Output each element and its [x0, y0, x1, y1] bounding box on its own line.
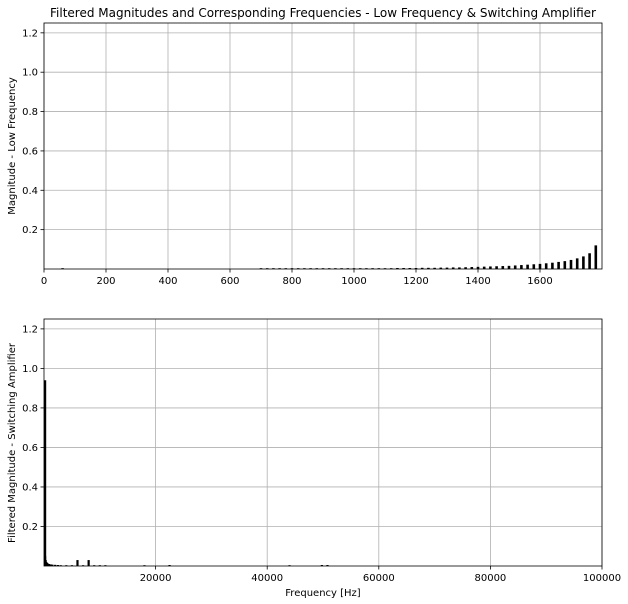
bottom-axes-frame	[43, 318, 603, 567]
bar	[520, 265, 523, 269]
bar	[143, 565, 146, 566]
bar	[458, 267, 461, 269]
bar	[470, 267, 474, 269]
bar	[501, 266, 505, 269]
bar	[427, 267, 430, 269]
bar	[56, 565, 60, 566]
bar	[433, 267, 436, 269]
bar	[54, 564, 57, 566]
top-axes-frame	[43, 22, 603, 270]
x-tick-label: 100000	[583, 573, 621, 584]
bottom-x-axis-label: Frequency [Hz]	[285, 588, 361, 599]
bar	[87, 560, 90, 566]
bar	[414, 268, 418, 269]
bar	[44, 380, 47, 566]
bar	[59, 565, 62, 566]
bar	[582, 256, 585, 269]
bar	[464, 267, 467, 269]
bottom-gridlines	[44, 319, 603, 566]
y-tick-label: 0.6	[22, 146, 38, 157]
bar	[588, 253, 591, 269]
bar	[104, 565, 107, 566]
bar	[532, 264, 536, 269]
bar	[326, 565, 329, 566]
y-tick-label: 0.2	[22, 522, 38, 533]
x-tick-label: 200	[96, 276, 115, 287]
bar	[51, 564, 54, 566]
bar	[396, 268, 399, 269]
chart-title: Filtered Magnitudes and Corresponding Fr…	[50, 6, 596, 20]
bar	[557, 261, 560, 269]
bar	[451, 267, 455, 269]
x-tick-label: 0	[41, 276, 47, 287]
bar	[544, 263, 548, 269]
x-tick-label: 20000	[140, 573, 172, 584]
bar	[495, 266, 498, 269]
bar	[76, 560, 79, 566]
bar	[507, 265, 511, 269]
bar	[49, 564, 52, 566]
top-x-ticks: 0 200 400 600 800 1000 1200 1400 1600	[41, 269, 553, 287]
bar	[513, 265, 517, 269]
y-tick-label: 0.8	[22, 107, 38, 118]
y-tick-label: 0.8	[22, 403, 38, 414]
top-subplot: 0 200 400 600 800 1000 1200 1400 1600 0.20.40.60…	[7, 22, 603, 287]
bar	[65, 565, 68, 566]
bar	[288, 565, 291, 566]
bar	[569, 259, 573, 269]
y-tick-label: 0.4	[22, 482, 38, 493]
bar	[70, 565, 73, 566]
y-tick-label: 1.0	[22, 68, 38, 79]
bottom-y-axis-label: Filtered Magnitude - Switching Amplifier	[7, 342, 18, 543]
bottom-x-ticks: 20000 40000 60000 80000 100000	[140, 566, 621, 584]
bar	[551, 262, 554, 269]
bottom-subplot: 20000 40000 60000 80000 100000 0.2 0.4 0.6 0.8 1…	[7, 318, 621, 599]
bar	[320, 565, 323, 566]
bar	[81, 565, 85, 566]
bar	[526, 264, 529, 269]
bar	[439, 267, 443, 269]
top-gridlines	[43, 23, 602, 269]
x-tick-label: 800	[282, 276, 301, 287]
bottom-y-ticks: 0.2 0.4 0.6 0.8 1.0 1.2	[22, 324, 44, 533]
bar	[46, 563, 50, 566]
top-y-ticks: 0.2 0.4 0.6 0.8 1.0 1.2	[22, 28, 44, 236]
x-tick-label: 60000	[363, 573, 395, 584]
bar	[420, 267, 424, 269]
bar	[98, 565, 101, 566]
bar	[168, 565, 171, 566]
bar	[575, 258, 579, 269]
y-tick-label: 1.2	[22, 28, 38, 39]
bar	[563, 261, 567, 269]
x-tick-label: 80000	[474, 573, 506, 584]
x-tick-label: 1600	[527, 276, 552, 287]
x-tick-label: 400	[158, 276, 177, 287]
bar	[476, 266, 480, 269]
y-tick-label: 0.4	[22, 186, 38, 197]
y-tick-label: 1.2	[22, 324, 38, 335]
x-tick-label: 600	[220, 276, 239, 287]
x-tick-label: 1400	[465, 276, 490, 287]
y-tick-label: 0.2	[22, 225, 38, 236]
bar	[402, 268, 405, 269]
bar	[538, 263, 542, 269]
bar	[445, 267, 449, 269]
bar	[47, 564, 51, 566]
x-tick-label: 1000	[341, 276, 366, 287]
bar	[594, 245, 598, 269]
bar	[408, 268, 412, 269]
x-tick-label: 1200	[403, 276, 428, 287]
y-tick-label: 1.0	[22, 364, 38, 375]
top-bars	[61, 245, 598, 269]
y-tick-label: 0.6	[22, 443, 38, 454]
bar	[489, 266, 492, 269]
bar	[482, 266, 486, 269]
bar	[93, 565, 96, 566]
x-tick-label: 40000	[251, 573, 283, 584]
bottom-bars	[44, 380, 329, 566]
top-y-axis-label: Magnitude - Low Frequency	[7, 77, 18, 215]
